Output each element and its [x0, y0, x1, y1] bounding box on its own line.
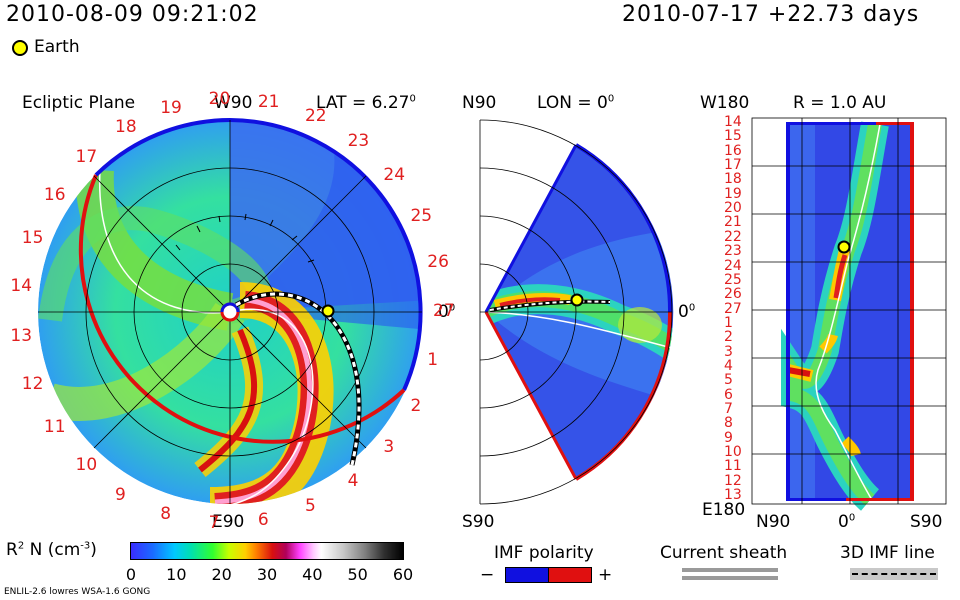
imf-polarity-negative-swatch — [505, 567, 549, 583]
sphere-row-label: 19 — [724, 185, 742, 202]
sphere-row-label: 3 — [724, 343, 733, 360]
earth-meridional-icon — [570, 293, 584, 307]
earth-sphere-icon — [837, 240, 851, 254]
reference-time: 2010-07-17 +22.73 days — [622, 2, 920, 27]
carrington-label: 16 — [43, 184, 66, 205]
meridional-lon: LON = 00 — [537, 93, 615, 113]
sphere-row-label: 20 — [724, 200, 742, 217]
colorbar-tick: 60 — [392, 565, 414, 584]
density-colorbar — [130, 542, 404, 560]
carrington-label: 15 — [21, 228, 44, 249]
colorbar-tick: 50 — [347, 565, 368, 584]
carrington-label: 24 — [383, 164, 406, 185]
sphere-top-label: W180 — [700, 93, 750, 113]
sphere-row-label: 13 — [724, 487, 742, 504]
ecliptic-lat: LAT = 6.270 — [316, 93, 416, 113]
imf-line-title: 3D IMF line — [840, 543, 935, 563]
ecliptic-top-label: W90 — [214, 93, 253, 113]
meridional-zero-label: 00 — [678, 302, 696, 322]
carrington-label: 11 — [43, 417, 66, 438]
current-sheath-line-top — [682, 568, 778, 572]
sphere-row-label: 5 — [724, 372, 733, 389]
sphere-row-label: 11 — [724, 458, 742, 475]
sphere-row-label: 12 — [724, 472, 742, 489]
sphere-row-label: 4 — [724, 357, 733, 374]
colorbar-tick: 30 — [256, 565, 278, 584]
sphere-row-label: 10 — [724, 444, 742, 461]
carrington-label: 2 — [410, 396, 422, 417]
carrington-label: 17 — [75, 146, 98, 167]
sphere-row-label: 27 — [724, 300, 742, 317]
carrington-label: 8 — [160, 504, 172, 525]
sphere-row-label: 15 — [724, 128, 742, 145]
carrington-label: 12 — [21, 373, 44, 394]
sphere-row-label: 21 — [724, 214, 742, 231]
sphere-row-label: 22 — [724, 228, 742, 245]
sphere-row-label: 24 — [724, 257, 742, 274]
current-sheath-title: Current sheath — [660, 543, 788, 563]
carrington-label: 14 — [10, 276, 33, 297]
sphere-axis-s90: S90 — [910, 512, 943, 532]
carrington-label: 9 — [115, 484, 126, 505]
carrington-label: 20 — [208, 89, 231, 110]
imf-polarity-title: IMF polarity — [494, 543, 594, 563]
meridional-bottom-label: S90 — [462, 512, 495, 532]
sphere-radius: R = 1.0 AU — [793, 93, 887, 113]
carrington-label: 27 — [433, 301, 455, 321]
sphere-row-label: 2 — [724, 329, 733, 346]
current-sheath-line-bottom — [682, 576, 778, 580]
carrington-label: 4 — [347, 471, 359, 492]
colorbar-label: R2 N (cm-3) — [6, 540, 97, 560]
sphere-row-label: 17 — [724, 157, 742, 174]
ecliptic-title: Ecliptic Plane — [22, 93, 136, 113]
model-footer: ENLIL-2.6 lowres WSA-1.6 GONG — [4, 587, 151, 597]
carrington-label: 10 — [75, 455, 98, 476]
ecliptic-zero-label: 00 — [438, 302, 456, 322]
carrington-label: 1 — [427, 349, 439, 370]
carrington-label: 18 — [115, 117, 137, 138]
sphere-row-label: 18 — [724, 171, 742, 188]
imf-polarity-minus: − — [480, 565, 495, 585]
imf-polarity-plus: + — [598, 565, 613, 585]
carrington-label: 13 — [10, 325, 33, 346]
carrington-label: 7 — [208, 512, 220, 533]
sphere-row-label: 25 — [724, 271, 742, 288]
sphere-row-label: 16 — [724, 142, 742, 159]
sphere-row-label: 7 — [724, 401, 733, 417]
sphere-row-label: 1 — [724, 314, 733, 331]
sphere-row-label: 9 — [724, 429, 733, 446]
imf-line-dashes — [852, 573, 936, 575]
earth-ecliptic-icon — [321, 304, 335, 318]
meridional-top-label: N90 — [462, 93, 497, 113]
carrington-label: 23 — [347, 130, 370, 151]
colorbar-tick: 40 — [302, 565, 323, 584]
carrington-label: 6 — [257, 509, 269, 530]
earth-marker-icon — [12, 40, 28, 56]
colorbar-tick: 10 — [166, 565, 187, 584]
carrington-label: 3 — [383, 437, 395, 458]
sphere-bottom-label: E180 — [702, 500, 746, 520]
sphere-axis-n90: N90 — [756, 512, 791, 532]
ecliptic-bottom-label: E90 — [212, 512, 245, 532]
sphere-row-label: 6 — [724, 386, 733, 403]
sphere-row-label: 14 — [724, 114, 742, 130]
carrington-label: 22 — [304, 106, 327, 127]
sphere-axis-zero: 00 — [838, 512, 856, 532]
carrington-label: 25 — [410, 205, 433, 226]
sphere-row-label: 23 — [724, 243, 742, 260]
sphere-row-label: 8 — [724, 415, 733, 432]
colorbar-tick: 20 — [211, 565, 232, 584]
carrington-label: 5 — [304, 495, 316, 516]
carrington-label: 21 — [257, 92, 280, 113]
sphere-row-label: 26 — [724, 286, 742, 303]
earth-legend-label: Earth — [34, 37, 80, 57]
imf-polarity-positive-swatch — [548, 567, 592, 583]
carrington-label: 26 — [427, 252, 449, 273]
colorbar-tick: 0 — [125, 565, 137, 584]
datetime: 2010-08-09 09:21:02 — [6, 2, 259, 27]
carrington-label: 19 — [160, 97, 182, 118]
